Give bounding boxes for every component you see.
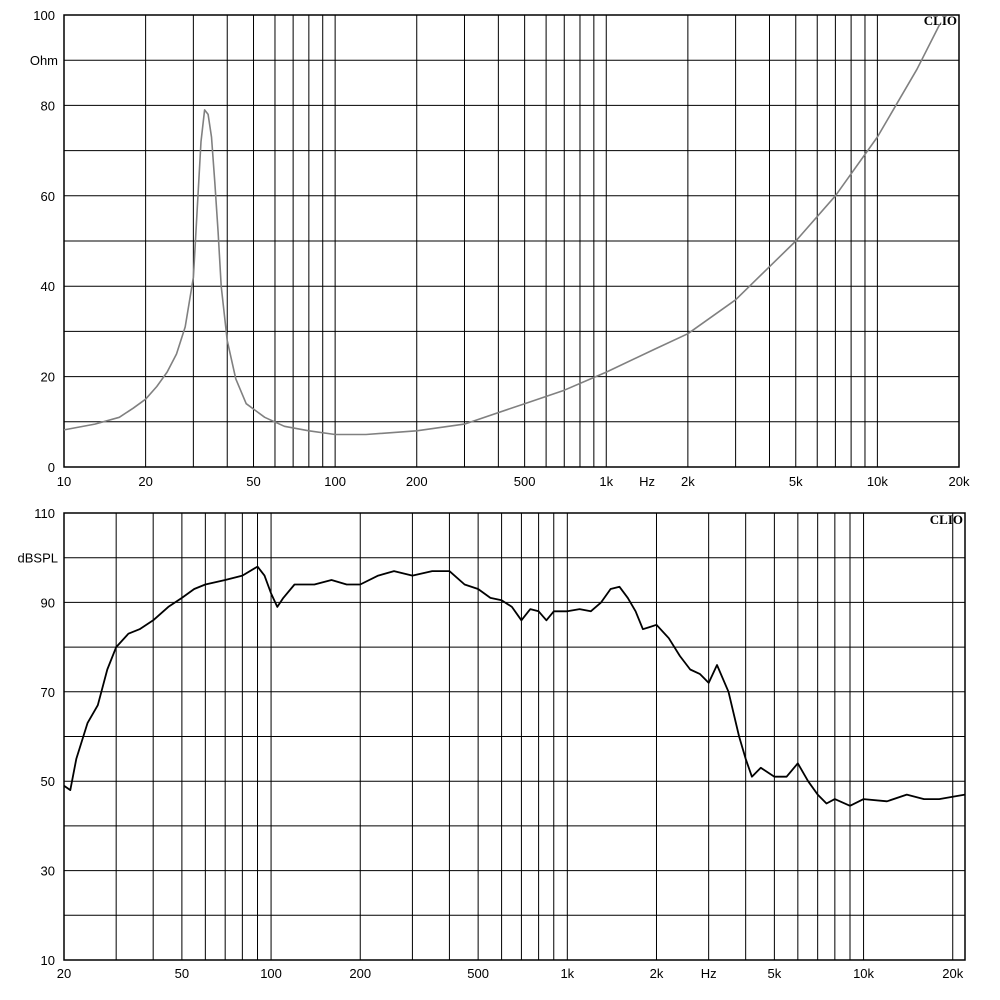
x-tick-label: 500 (514, 474, 536, 489)
chart-2: 10 30 50 70 90 110 dBSPL 20 50 100 200 500 1k 2k 5k 10k… (18, 506, 966, 981)
y-axis-unit-label: Ohm (30, 53, 58, 68)
x-tick-label: 2k (681, 474, 695, 489)
chart-1: 0 20 40 60 80 100 Ohm 10 20 50 100 200 500 1k 2k 5k 10k 2… (30, 8, 970, 489)
x-tick-label: 100 (260, 966, 282, 981)
y-tick-label: 0 (48, 460, 55, 475)
x-tick-label: 1k (599, 474, 613, 489)
x-tick-label: 10k (867, 474, 888, 489)
x-tick-label: 50 (175, 966, 189, 981)
x-axis-unit-label: Hz (701, 966, 717, 981)
x-tick-label: 200 (349, 966, 371, 981)
y-tick-label: 30 (41, 864, 55, 879)
x-tick-label: 50 (246, 474, 260, 489)
x-tick-label: 10 (57, 474, 71, 489)
x-tick-label: 5k (768, 966, 782, 981)
y-tick-label: 110 (34, 506, 55, 521)
x-tick-label: 500 (467, 966, 489, 981)
y-tick-label: 90 (41, 595, 55, 610)
y-tick-label: 40 (41, 279, 55, 294)
y-tick-label: 60 (41, 189, 55, 204)
plot-frame (63, 512, 966, 961)
impedance-curve (63, 23, 941, 436)
x-tick-label: 2k (650, 966, 664, 981)
clio-brand-label: CLIO (924, 13, 957, 28)
x-tick-label: 20 (57, 966, 71, 981)
plot-frame (63, 14, 960, 468)
x-tick-label: 10k (853, 966, 874, 981)
y-tick-label: 100 (33, 8, 55, 23)
y-tick-label: 10 (41, 953, 55, 968)
y-tick-label: 70 (41, 685, 55, 700)
y-tick-label: 80 (41, 98, 55, 113)
x-tick-label: 20k (949, 474, 970, 489)
y-tick-label: 20 (41, 370, 55, 385)
x-tick-label: 1k (560, 966, 574, 981)
x-tick-label: 5k (789, 474, 803, 489)
spl-curve (63, 565, 966, 807)
y-tick-label: 50 (41, 774, 55, 789)
y-axis-unit-label: dBSPL (18, 551, 58, 566)
grid-lines (64, 513, 965, 960)
x-tick-label: 20k (942, 966, 963, 981)
x-tick-label: 20 (138, 474, 152, 489)
x-tick-label: 100 (324, 474, 346, 489)
x-axis-unit-label: Hz (639, 474, 655, 489)
x-tick-label: 200 (406, 474, 428, 489)
grid-lines (64, 15, 959, 467)
clio-brand-label: CLIO (930, 512, 963, 527)
